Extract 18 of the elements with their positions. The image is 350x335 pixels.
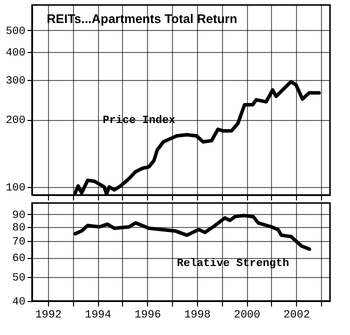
x-tick-label: 1994 — [84, 310, 112, 322]
y-tick-label: 400 — [6, 48, 26, 60]
y-tick-label: 50 — [12, 272, 26, 285]
y-tick-label: 80 — [12, 222, 26, 234]
x-tick-label: 2002 — [284, 310, 310, 322]
x-tick-label: 1992 — [35, 310, 62, 322]
x-tick-label: 2000 — [234, 310, 260, 322]
y-tick-label: 200 — [6, 115, 26, 128]
line-series — [73, 214, 312, 251]
y-tick-label: 100 — [6, 182, 26, 194]
y-tick-label: 60 — [12, 253, 26, 266]
y-tick-label: 300 — [6, 76, 26, 88]
x-tick-label: 1998 — [184, 310, 211, 322]
y-tick-label: 500 — [6, 26, 26, 38]
y-tick-label: 40 — [12, 296, 26, 308]
y-tick-label: 90 — [12, 210, 26, 222]
x-tick-label: 1996 — [134, 310, 161, 322]
y-tick-label: 70 — [12, 236, 26, 249]
